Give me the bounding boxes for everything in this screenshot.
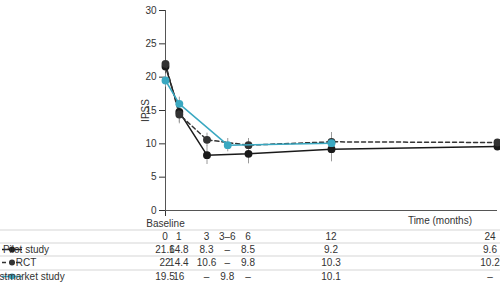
svg-text:–: – [224,244,230,255]
svg-text:3: 3 [204,231,210,242]
svg-text:12: 12 [325,231,337,242]
svg-text:25: 25 [145,38,157,49]
svg-text:30: 30 [145,5,157,16]
svg-text:5: 5 [151,171,157,182]
svg-text:–: – [204,271,210,282]
svg-text:9.8: 9.8 [241,257,255,268]
svg-text:Postmarket study: Postmarket study [0,271,65,282]
svg-text:9.6: 9.6 [483,244,497,255]
svg-text:14.8: 14.8 [169,244,189,255]
svg-text:9.2: 9.2 [324,244,338,255]
svg-text:Baseline: Baseline [146,218,185,229]
svg-text:10.6: 10.6 [197,257,217,268]
svg-text:Pilot study: Pilot study [3,244,49,255]
svg-text:–: – [245,271,251,282]
svg-text:8.5: 8.5 [241,244,255,255]
svg-text:24: 24 [484,231,496,242]
svg-text:–: – [487,271,493,282]
svg-text:–: – [224,257,230,268]
svg-text:21.6: 21.6 [155,244,175,255]
svg-text:3–6: 3–6 [219,231,236,242]
svg-text:6: 6 [245,231,251,242]
svg-text:0: 0 [151,205,157,216]
svg-text:Time (months): Time (months) [408,215,472,226]
svg-text:16: 16 [173,271,185,282]
svg-text:0: 0 [162,231,168,242]
svg-text:20: 20 [145,71,157,82]
svg-text:22: 22 [159,257,171,268]
svg-text:9.8: 9.8 [220,271,234,282]
svg-text:RCT: RCT [16,257,37,268]
svg-text:19.5: 19.5 [155,271,175,282]
svg-text:10.1: 10.1 [321,271,341,282]
svg-text:IPSS: IPSS [140,99,151,122]
svg-text:10.2: 10.2 [480,257,500,268]
svg-text:8.3: 8.3 [200,244,214,255]
svg-text:10: 10 [145,138,157,149]
svg-text:14.4: 14.4 [169,257,189,268]
svg-text:15: 15 [145,104,157,116]
svg-text:1: 1 [176,231,182,242]
svg-text:10.3: 10.3 [321,257,341,268]
